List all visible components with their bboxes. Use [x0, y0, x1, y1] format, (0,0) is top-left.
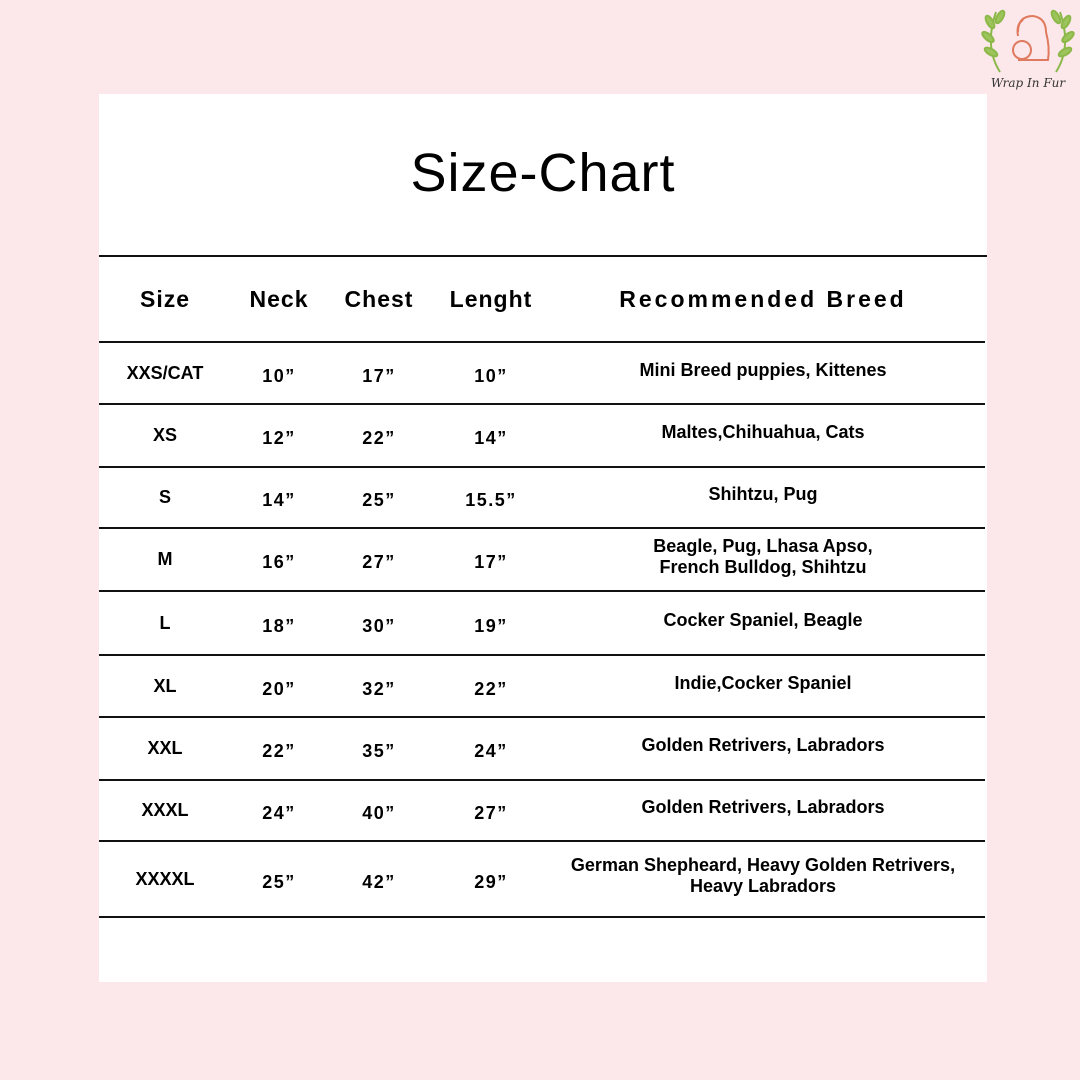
size-table: Size Neck Chest Lenght Recommended Breed… — [99, 255, 987, 918]
cell-length: 14” — [474, 428, 508, 448]
cell-neck: 25” — [262, 871, 296, 892]
cell-breed: Shihtzu, Pug — [708, 484, 818, 504]
cell-chest: 17” — [362, 365, 396, 386]
size-chart-card: Size-Chart Size Neck Chest Lenght Recomm… — [99, 94, 987, 982]
header-chest: Chest — [344, 285, 414, 312]
cell-size: XL — [153, 675, 177, 696]
cell-length: 22” — [474, 678, 508, 699]
cell-chest: 32” — [362, 678, 396, 699]
cell-breed: Indie,Cocker Spaniel — [674, 672, 852, 693]
table-row: XXL 22” 35” 24” Golden Retrivers, Labradors — [99, 718, 985, 781]
table-row: L 18” 30” 19” Cocker Spaniel, Beagle — [99, 592, 985, 656]
cell-size: S — [158, 487, 171, 507]
cell-size: M — [157, 549, 173, 569]
cell-breed: Mini Breed puppies, Kittenes — [639, 359, 887, 380]
dog-logo-icon — [981, 9, 1075, 73]
cell-neck: 24” — [262, 803, 296, 823]
page-title: Size-Chart — [410, 143, 676, 203]
cell-neck: 10” — [262, 365, 296, 386]
table-header-row: Size Neck Chest Lenght Recommended Breed — [99, 257, 985, 343]
cell-length: 24” — [474, 741, 508, 761]
cell-size: XXS/CAT — [126, 362, 204, 383]
cell-size: L — [159, 612, 171, 633]
cell-length: 10” — [474, 365, 508, 386]
header-neck: Neck — [249, 285, 309, 312]
cell-chest: 30” — [362, 615, 396, 636]
brand-logo: Wrap In Fur — [978, 2, 1078, 98]
cell-size: XXL — [147, 738, 183, 758]
cell-size: XXXL — [141, 800, 189, 820]
cell-chest: 25” — [362, 490, 396, 510]
cell-neck: 14” — [262, 490, 296, 510]
cell-chest: 42” — [362, 871, 396, 892]
table-row: M 16” 27” 17” Beagle, Pug, Lhasa Apso, Frenc… — [99, 529, 985, 592]
cell-size: XS — [152, 425, 177, 445]
table-row: XL 20” 32” 22” Indie,Cocker Spaniel — [99, 656, 985, 718]
cell-neck: 20” — [262, 678, 296, 699]
cell-length: 19” — [474, 615, 508, 636]
cell-length: 27” — [474, 803, 508, 823]
header-length: Lenght — [449, 285, 533, 312]
table-row: XXXL 24” 40” 27” Golden Retrivers, Labradors — [99, 781, 985, 842]
cell-chest: 35” — [362, 741, 396, 761]
header-size: Size — [139, 285, 191, 312]
cell-chest: 22” — [362, 428, 396, 448]
logo-text: Wrap In Fur — [990, 76, 1066, 90]
cell-length: 17” — [474, 552, 508, 572]
cell-size: XXXXL — [135, 868, 195, 889]
cell-breed: Golden Retrivers, Labradors — [641, 735, 885, 755]
cell-breed: Beagle, Pug, Lhasa Apso, French Bulldog,… — [653, 535, 873, 577]
cell-length: 29” — [474, 871, 508, 892]
table-row: XS 12” 22” 14” Maltes,Chihuahua, Cats — [99, 405, 985, 468]
cell-chest: 27” — [362, 552, 396, 572]
header-breed: Recommended Breed — [619, 285, 907, 312]
cell-breed: Maltes,Chihuahua, Cats — [661, 422, 865, 442]
table-row: XXXXL 25” 42” 29” German Shepheard, Heavy Go… — [99, 842, 985, 918]
cell-breed: German Shepheard, Heavy Golden Retrivers… — [570, 855, 956, 896]
cell-neck: 22” — [262, 741, 296, 761]
table-row: S 14” 25” 15.5” Shihtzu, Pug — [99, 468, 985, 529]
cell-neck: 12” — [262, 428, 296, 448]
cell-neck: 18” — [262, 615, 296, 636]
cell-breed: Golden Retrivers, Labradors — [641, 797, 885, 817]
cell-chest: 40” — [362, 803, 396, 823]
table-row: XXS/CAT 10” 17” 10” Mini Breed puppies, Kitt… — [99, 343, 985, 405]
cell-breed: Cocker Spaniel, Beagle — [663, 609, 863, 630]
cell-length: 15.5” — [465, 490, 517, 510]
cell-neck: 16” — [262, 552, 296, 572]
